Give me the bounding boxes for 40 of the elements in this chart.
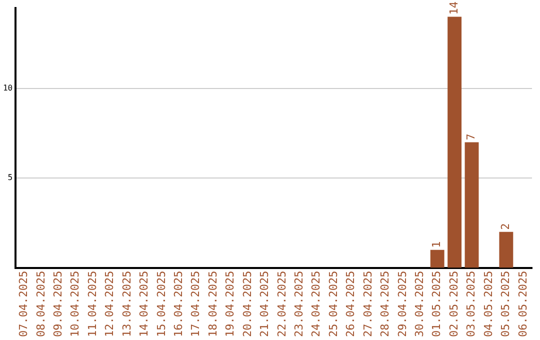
- x-tick-label: 12.04.2025: [103, 270, 116, 338]
- x-tick-label: 25.04.2025: [326, 270, 340, 338]
- x-tick-label: 15.04.2025: [154, 270, 168, 338]
- x-tick-label: 22.04.2025: [275, 270, 288, 338]
- x-tick-label: 17.04.2025: [189, 270, 202, 338]
- x-tick-label: 19.04.2025: [224, 270, 237, 338]
- x-tick-label: 21.04.2025: [258, 270, 272, 338]
- x-tick-label: 06.05.2025: [516, 270, 530, 338]
- x-tick-label: 14.04.2025: [138, 270, 151, 338]
- x-tick-label: 30.04.2025: [412, 270, 426, 338]
- x-tick-label: 23.04.2025: [292, 270, 306, 338]
- x-tick-label: 10.04.2025: [68, 270, 82, 338]
- x-tick-label: 02.05.2025: [447, 270, 460, 338]
- x-tick-label: 09.04.2025: [52, 270, 65, 338]
- y-tick-label: 10: [2, 84, 13, 93]
- x-tick-label: 11.04.2025: [86, 270, 99, 338]
- x-tick-label: 29.04.2025: [396, 270, 409, 338]
- x-tick-label: 08.04.2025: [34, 270, 48, 338]
- bar: [448, 16, 462, 268]
- data-label: 2: [499, 223, 512, 230]
- x-tick-label: 05.05.2025: [499, 270, 512, 338]
- x-tick-label: 03.05.2025: [464, 270, 478, 338]
- data-label: 7: [464, 134, 478, 140]
- x-tick-label: 24.04.2025: [310, 270, 323, 338]
- data-label: 14: [447, 1, 460, 15]
- bar: [499, 232, 514, 268]
- bar: [430, 250, 444, 268]
- x-tick-label: 07.04.2025: [17, 270, 30, 338]
- x-tick-label: 04.05.2025: [482, 270, 495, 338]
- y-tick-label: 5: [8, 173, 13, 182]
- x-tick-label: 16.04.2025: [172, 270, 186, 338]
- x-tick-label: 28.04.2025: [378, 270, 392, 338]
- x-tick-label: 26.04.2025: [344, 270, 358, 338]
- bar: [464, 142, 479, 268]
- x-tick-label: 20.04.2025: [240, 270, 254, 338]
- x-tick-label: 18.04.2025: [206, 270, 220, 338]
- x-tick-label: 27.04.2025: [361, 270, 374, 338]
- data-label: 1: [430, 241, 444, 248]
- x-tick-label: 13.04.2025: [120, 270, 134, 338]
- x-tick-label: 01.05.2025: [430, 270, 444, 338]
